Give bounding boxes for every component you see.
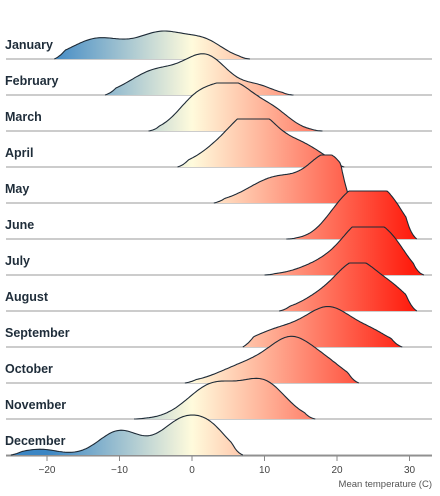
ridge-fill-april — [177, 119, 345, 167]
ridge-line-may — [213, 154, 353, 204]
ridge-fill-august — [279, 263, 417, 311]
ridge-fill-december — [10, 415, 243, 455]
ridge-line-february — [104, 53, 294, 96]
ridge-line-september — [242, 305, 403, 348]
month-label-february: February — [5, 74, 59, 88]
month-label-march: March — [5, 110, 42, 124]
ridge-fill-july — [264, 227, 424, 275]
month-label-august: August — [5, 290, 49, 304]
month-label-april: April — [5, 146, 33, 160]
x-tick-label: 0 — [189, 465, 195, 476]
ridge-fill-november — [134, 378, 316, 419]
ridge-line-august — [278, 262, 418, 312]
x-axis-title: Mean temperature (C) — [339, 479, 432, 490]
ridge-line-december — [10, 414, 244, 456]
ridge-line-november — [134, 377, 316, 420]
ridge-fill-february — [105, 53, 294, 95]
x-tick-label: −20 — [39, 465, 56, 476]
ridge-fill-september — [242, 306, 403, 347]
month-label-december: December — [5, 434, 66, 448]
ridge-line-march — [148, 82, 323, 132]
x-axis: −20 −10 0 10 20 30 — [6, 455, 432, 476]
month-labels-layer: January February March April May June July Augu… — [5, 38, 70, 448]
ridge-line-july — [264, 226, 425, 276]
month-label-january: January — [5, 38, 53, 52]
ridge-line-june — [286, 190, 418, 240]
ridge-line-april — [177, 118, 345, 168]
x-tick-label: 10 — [259, 465, 271, 476]
ridge-line-october — [184, 335, 360, 384]
month-label-july: July — [5, 254, 30, 268]
ridge-line-january — [54, 30, 251, 60]
x-tick-label: −10 — [111, 465, 128, 476]
ridge-fill-march — [148, 83, 323, 131]
ridges-layer — [6, 30, 432, 456]
month-label-october: October — [5, 362, 53, 376]
month-label-november: November — [5, 398, 66, 412]
month-label-june: June — [5, 218, 34, 232]
month-label-september: September — [5, 326, 70, 340]
x-tick-label: 30 — [404, 465, 416, 476]
x-tick-label: 20 — [331, 465, 343, 476]
month-label-may: May — [5, 182, 29, 196]
ridge-fill-may — [213, 155, 352, 203]
ridge-fill-january — [54, 31, 250, 59]
